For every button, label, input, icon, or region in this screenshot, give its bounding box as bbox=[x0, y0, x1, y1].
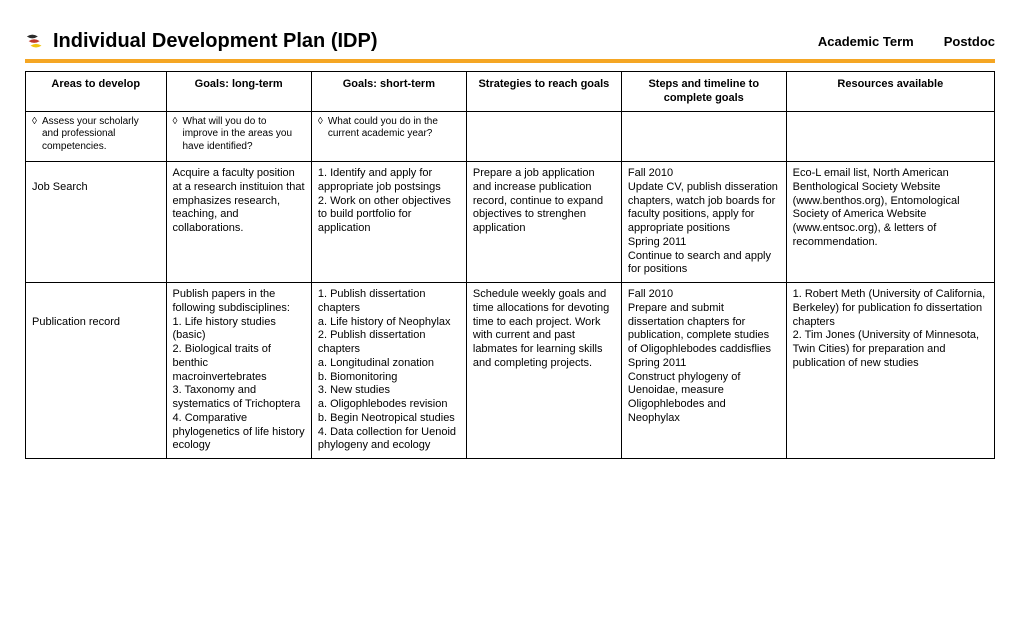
col-head-steps: Steps and timeline to complete goals bbox=[621, 72, 786, 112]
cell-long-term: Publish papers in the following subdisci… bbox=[166, 283, 311, 459]
cell-resources: Eco-L email list, North American Benthol… bbox=[786, 162, 994, 283]
table-header-row: Areas to develop Goals: long-term Goals:… bbox=[26, 72, 995, 112]
cell-long-term: Acquire a faculty position at a research… bbox=[166, 162, 311, 283]
table-row: Publication record Publish papers in the… bbox=[26, 283, 995, 459]
col-sub-strategies bbox=[466, 111, 621, 162]
logo-icon bbox=[25, 31, 47, 53]
col-sub-areas: ◊Assess your scholarly and professional … bbox=[26, 111, 167, 162]
cell-steps: Fall 2010 Prepare and submit dissertatio… bbox=[621, 283, 786, 459]
cell-strategies: Prepare a job application and increase p… bbox=[466, 162, 621, 283]
accent-rule bbox=[25, 59, 995, 63]
cell-resources: 1. Robert Meth (University of California… bbox=[786, 283, 994, 459]
table-subheader-row: ◊Assess your scholarly and professional … bbox=[26, 111, 995, 162]
col-head-short-term: Goals: short-term bbox=[311, 72, 466, 112]
header-left: Individual Development Plan (IDP) bbox=[25, 30, 378, 53]
page-title: Individual Development Plan (IDP) bbox=[53, 30, 378, 53]
cell-short-term: 1. Publish dissertation chapters a. Life… bbox=[311, 283, 466, 459]
cell-strategies: Schedule weekly goals and time allocatio… bbox=[466, 283, 621, 459]
academic-term-label: Academic Term bbox=[818, 34, 914, 49]
col-sub-resources bbox=[786, 111, 994, 162]
cell-short-term: 1. Identify and apply for appropriate jo… bbox=[311, 162, 466, 283]
table-row: Job Search Acquire a faculty position at… bbox=[26, 162, 995, 283]
cell-area: Job Search bbox=[26, 162, 167, 283]
col-head-areas: Areas to develop bbox=[26, 72, 167, 112]
bullet-icon: ◊ bbox=[32, 116, 42, 129]
header-right: Academic Term Postdoc bbox=[818, 34, 995, 49]
bullet-icon: ◊ bbox=[318, 116, 328, 129]
col-sub-long-term: ◊What will you do to improve in the area… bbox=[166, 111, 311, 162]
idp-table: Areas to develop Goals: long-term Goals:… bbox=[25, 71, 995, 459]
cell-area: Publication record bbox=[26, 283, 167, 459]
cell-steps: Fall 2010 Update CV, publish disseration… bbox=[621, 162, 786, 283]
bullet-icon: ◊ bbox=[173, 116, 183, 129]
col-head-strategies: Strategies to reach goals bbox=[466, 72, 621, 112]
page-header: Individual Development Plan (IDP) Academ… bbox=[25, 30, 995, 53]
col-head-long-term: Goals: long-term bbox=[166, 72, 311, 112]
col-head-resources: Resources available bbox=[786, 72, 994, 112]
role-label: Postdoc bbox=[944, 34, 995, 49]
col-sub-short-term: ◊What could you do in the current academ… bbox=[311, 111, 466, 162]
col-sub-steps bbox=[621, 111, 786, 162]
